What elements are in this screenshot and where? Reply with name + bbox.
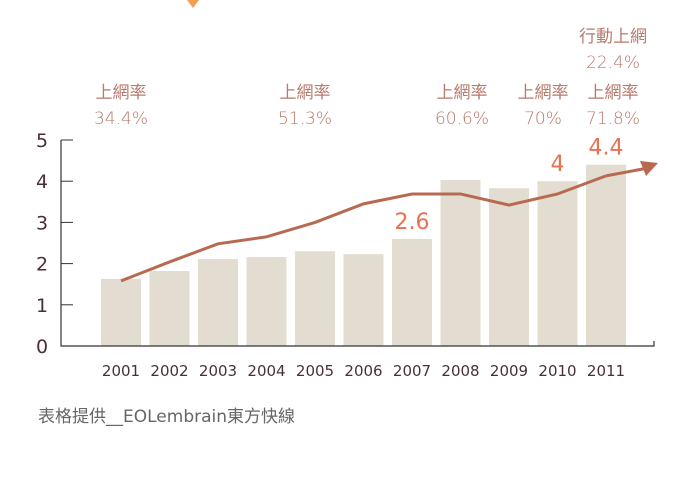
x-tick-label: 2006 <box>344 362 382 380</box>
bar-2002 <box>149 271 190 346</box>
x-tick-label: 2007 <box>393 362 431 380</box>
annotation-extra-value: 22.4% <box>585 53 640 73</box>
source-note: 表格提供__EOLembrain東方快線 <box>38 407 296 427</box>
x-tick-label: 2010 <box>538 362 576 380</box>
axes <box>60 140 655 347</box>
x-tick-label: 2009 <box>490 362 528 380</box>
marker-triangle-icon <box>187 0 199 8</box>
data-label-2011: 4.4 <box>589 136 624 161</box>
x-tick-label: 2001 <box>102 362 140 380</box>
bar-2004 <box>246 257 287 346</box>
x-tick-label: 2011 <box>587 362 625 380</box>
trend-line <box>120 174 607 283</box>
annotation-value: 71.8% <box>585 109 640 129</box>
annotation-label: 上網率 <box>279 83 331 103</box>
bar-2007 <box>392 238 432 346</box>
bar-2003 <box>198 259 238 346</box>
data-label-2010: 4 <box>551 152 565 177</box>
annotation-value: 51.3% <box>277 109 332 129</box>
bar-2001 <box>101 278 141 346</box>
y-tick-label: 2 <box>36 254 48 276</box>
annotation-label: 上網率 <box>95 83 147 103</box>
annotation-label: 上網率 <box>517 83 569 103</box>
x-tick-label: 2002 <box>150 362 188 380</box>
y-tick-label: 1 <box>36 295 48 317</box>
annotation-value: 60.6% <box>434 109 489 129</box>
x-tick-label: 2003 <box>199 362 237 380</box>
bar-2011 <box>586 164 626 346</box>
bar-2009 <box>489 188 529 346</box>
y-tick-label: 3 <box>36 212 48 234</box>
y-tick-label: 0 <box>36 336 48 358</box>
annotation-label: 上網率 <box>436 83 488 103</box>
x-tick-label: 2005 <box>296 362 334 380</box>
arrow-head-icon <box>640 161 658 176</box>
annotation-extra-label: 行動上網 <box>579 27 647 47</box>
bar-2008 <box>440 179 481 346</box>
x-tick-label: 2008 <box>441 362 479 380</box>
annotation-label: 上網率 <box>587 83 639 103</box>
bar-2010 <box>537 181 578 346</box>
x-tick-label: 2004 <box>247 362 285 380</box>
bar-2006 <box>343 254 384 346</box>
bar-2005 <box>295 251 335 346</box>
trend-line-extension <box>605 166 649 178</box>
y-tick-label: 5 <box>36 130 48 152</box>
annotation-value: 34.4% <box>93 109 148 129</box>
data-label-2007: 2.6 <box>395 210 430 235</box>
annotation-value: 70% <box>524 109 562 129</box>
y-tick-label: 4 <box>36 171 48 193</box>
